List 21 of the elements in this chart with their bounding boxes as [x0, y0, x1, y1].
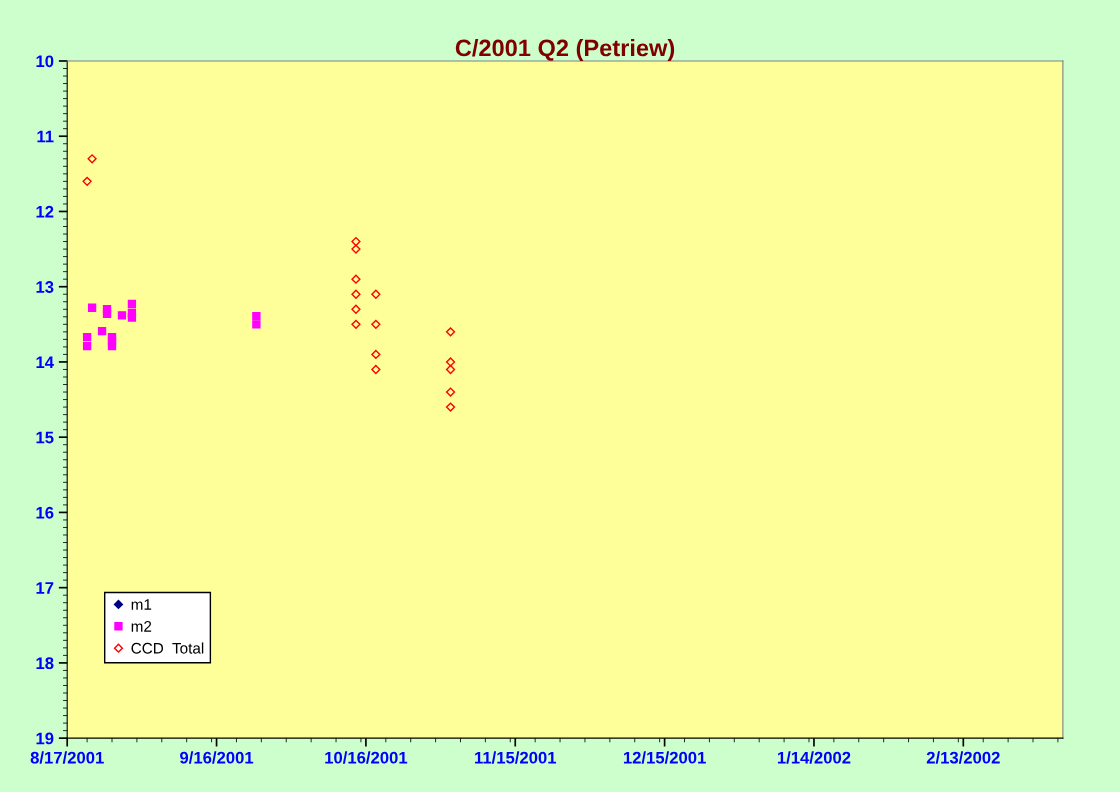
- chart-title: C/2001 Q2 (Petriew): [455, 38, 675, 61]
- x-tick-label: 2/13/2002: [926, 751, 1000, 764]
- legend-label: m2: [131, 620, 152, 632]
- x-tick-label: 11/15/2001: [475, 751, 557, 764]
- x-tick-label: 12/15/2001: [623, 751, 706, 764]
- x-tick-label: 10/16/2001: [325, 751, 408, 764]
- y-tick-label: 17: [36, 582, 54, 594]
- x-tick-label: 8/17/2001: [30, 751, 104, 764]
- y-tick-label: 18: [36, 657, 54, 670]
- x-tick-label: 1/14/2002: [777, 751, 851, 764]
- y-tick-label: 15: [36, 431, 54, 444]
- y-tick-label: 12: [36, 205, 54, 218]
- x-tick-label: 9/16/2001: [180, 751, 254, 764]
- y-tick-label: 16: [36, 506, 54, 519]
- y-tick-label: 11: [37, 130, 54, 143]
- y-tick-label: 13: [36, 281, 54, 293]
- y-tick-label: 10: [36, 55, 54, 68]
- y-tick-label: 19: [36, 732, 54, 745]
- y-tick-label: 14: [36, 356, 54, 368]
- legend-label: m1: [131, 599, 152, 610]
- legend-label: CCD Total: [131, 642, 204, 654]
